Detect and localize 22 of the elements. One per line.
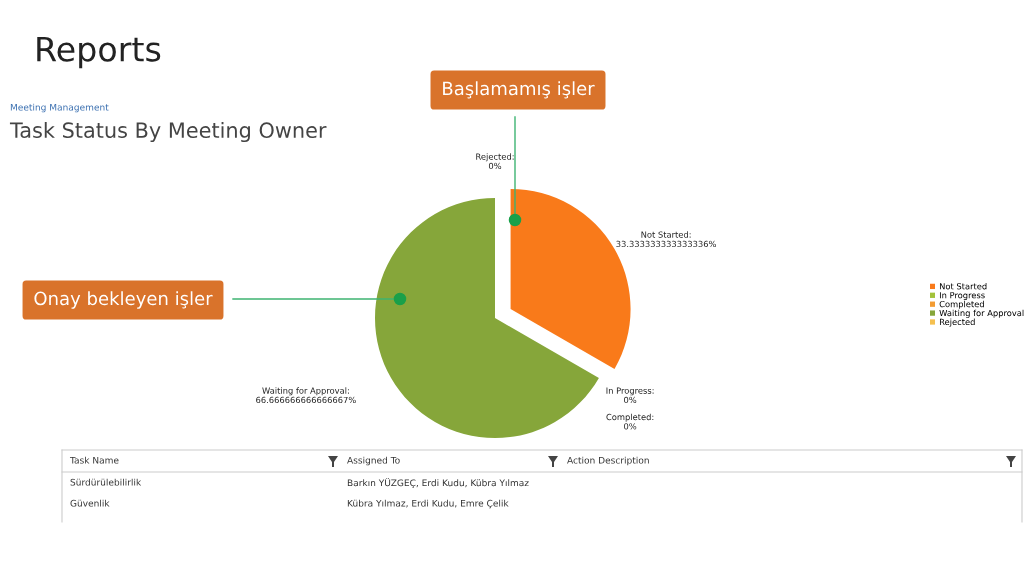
text: Kübra Yılmaz, Erdi Kudu, Emre Çelik <box>347 499 509 509</box>
data-label: Waiting for Approval: 66.666666666666667% <box>256 387 356 404</box>
text: Meeting Management <box>10 103 109 113</box>
text: Onay bekleyen işler <box>34 291 213 309</box>
text: Task Name <box>69 456 119 464</box>
text: Completed: 0% <box>606 413 654 430</box>
legend-label: Completed <box>939 300 984 309</box>
legend-label: Waiting for Approval <box>939 309 1024 318</box>
text: Güvenlik <box>70 499 110 507</box>
text: In Progress: 0% <box>606 387 654 404</box>
text: Assigned To <box>347 456 400 466</box>
text: Action Description <box>567 456 649 466</box>
chart-subtitle: Task Status By Meeting Owner <box>9 121 327 143</box>
text: Barkın YÜZGEÇ, Erdi Kudu, Kübra Yılmaz <box>347 477 529 488</box>
chart-title: Reports <box>37 36 161 69</box>
text: Sürdürülebilirlik <box>70 478 142 486</box>
legend-label: Rejected <box>939 318 975 327</box>
legend-label: In Progress <box>939 292 985 300</box>
text: Başlamamış işler <box>443 81 595 99</box>
text: Rejected: 0% <box>476 153 514 170</box>
data-label: Not Started: 33.333333333333336% <box>616 231 716 248</box>
legend-label: Not Started <box>939 283 987 290</box>
